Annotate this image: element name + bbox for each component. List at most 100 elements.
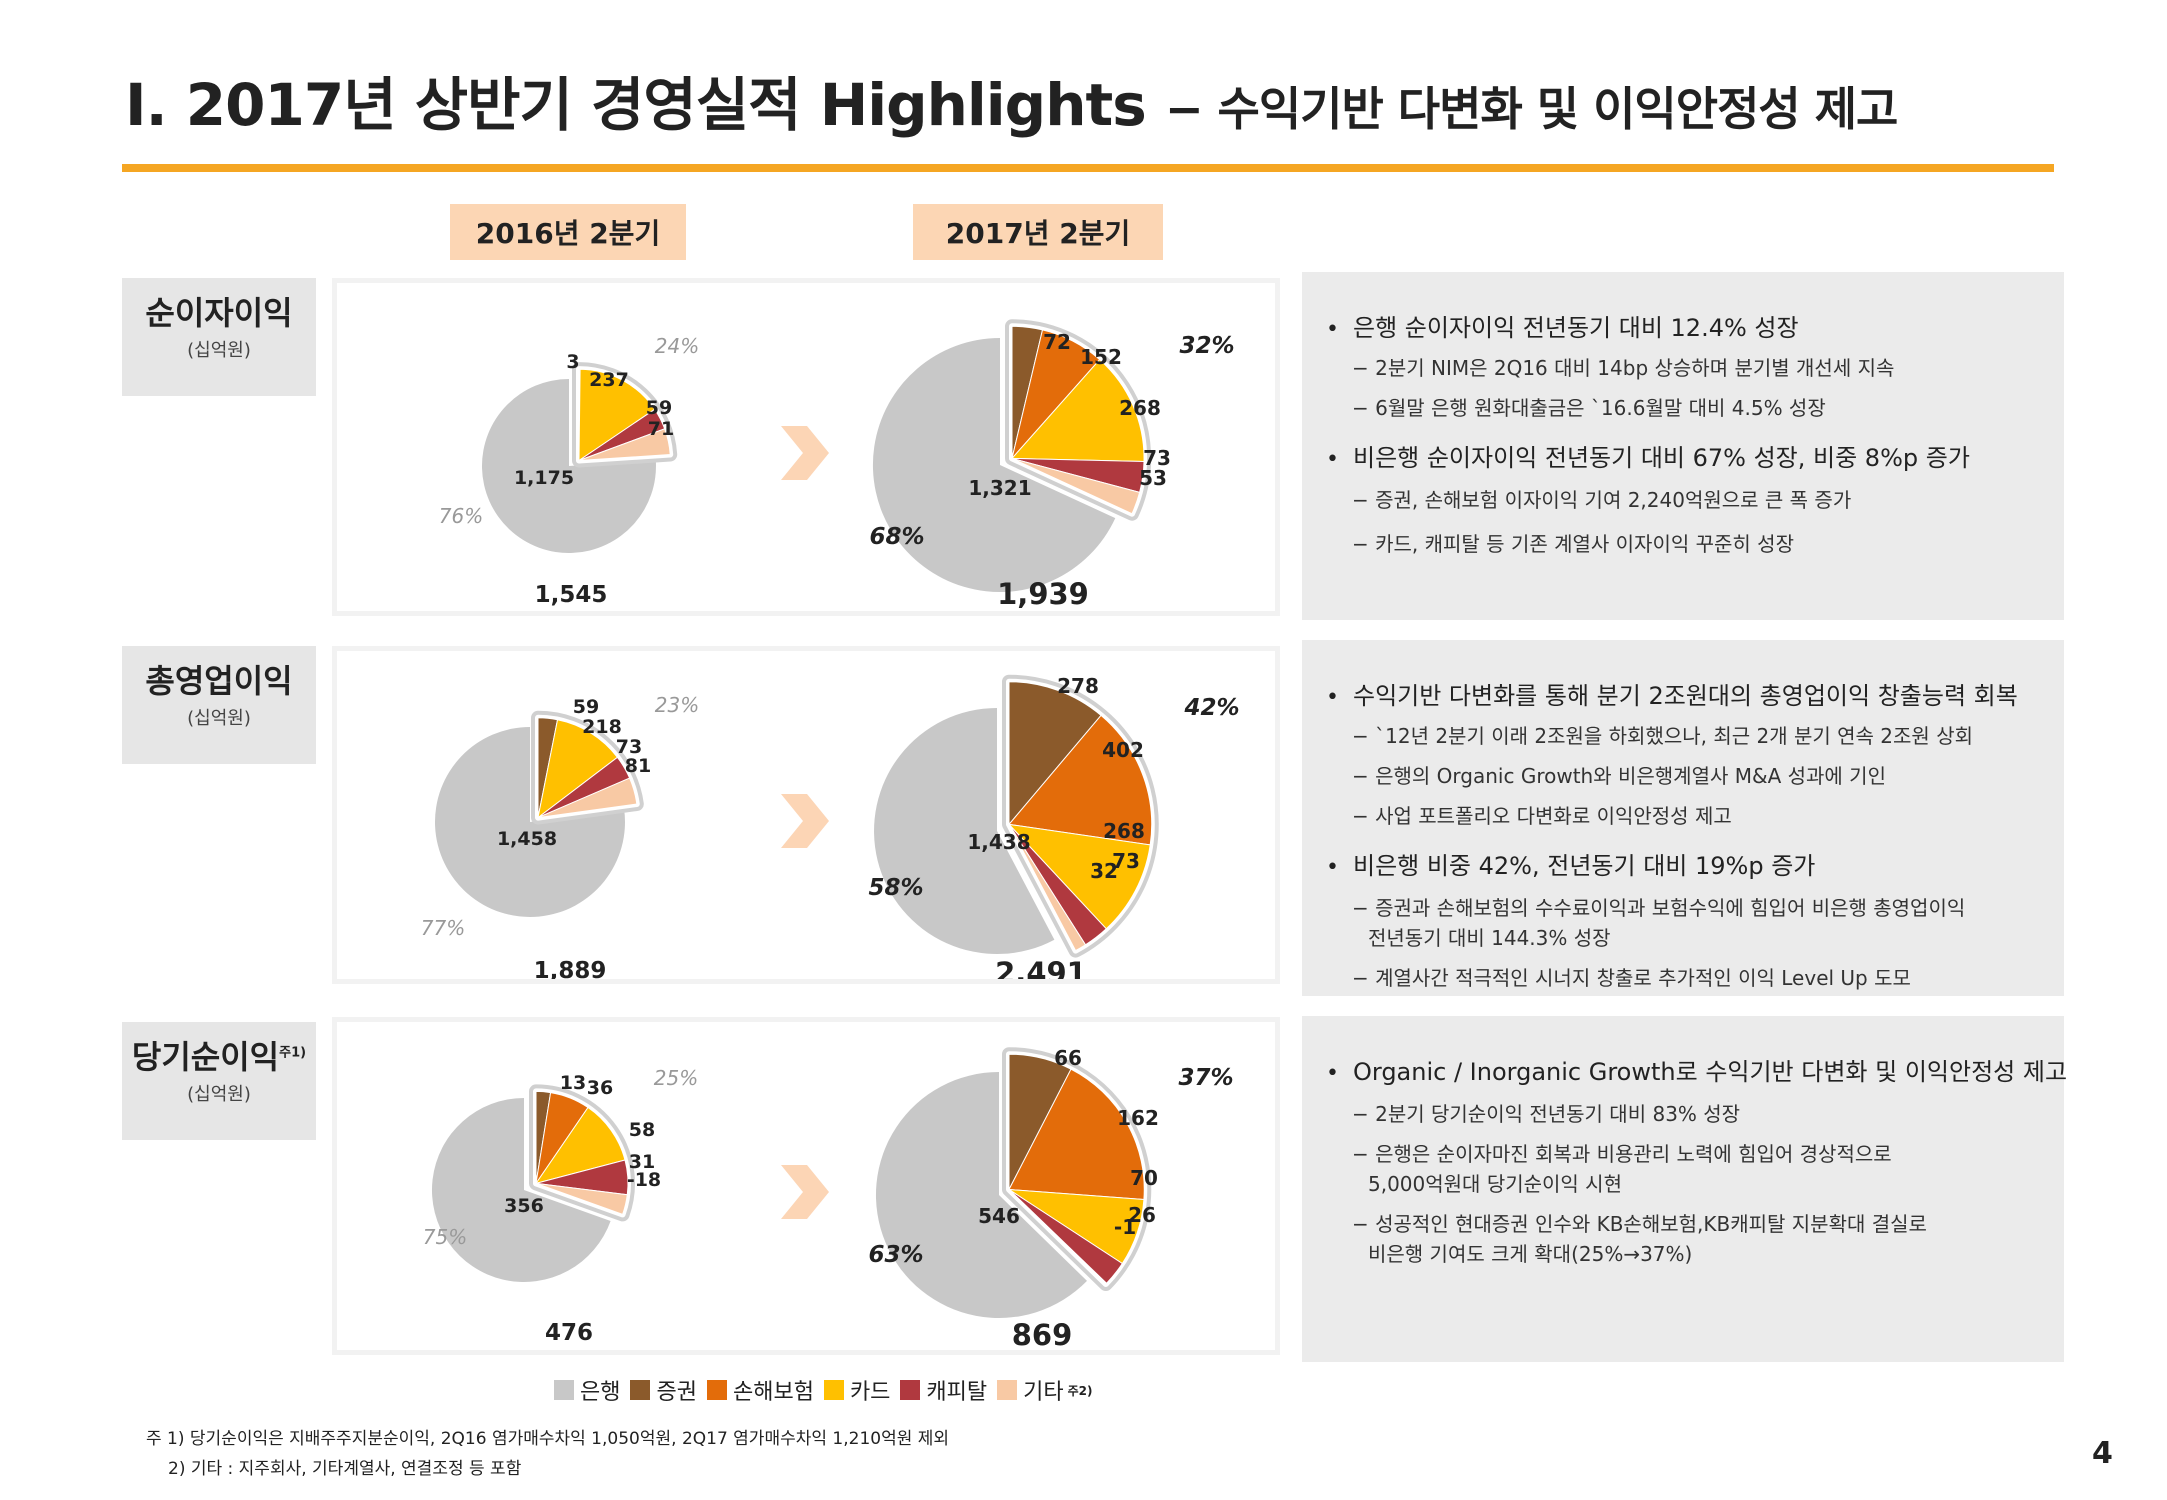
pie-slice-손해보험 xyxy=(1008,714,1153,846)
bullet-subitem: − 카드, 캐피탈 등 기존 계열사 이자이익 꾸준히 성장 xyxy=(1352,532,1794,556)
page-number: 4 xyxy=(2092,1436,2113,1471)
pie-slice-기타 xyxy=(578,428,671,461)
data-label-캐피탈: 59 xyxy=(646,397,672,419)
pie-chart-pair-net-income: 356 13 36 58 31-18 476 75% 25% 546 66 162 70 26-1 869… xyxy=(337,1022,1275,1350)
data-label-기타: 71 xyxy=(648,418,674,440)
data-label-기타: 81 xyxy=(625,755,651,777)
data-label-기타: -18 xyxy=(627,1169,661,1191)
pie-slice-은행 xyxy=(875,1072,1087,1318)
bullet-subitem: − `12년 2분기 이래 2조원을 하회했으나, 최근 2개 분기 연속 2조… xyxy=(1352,724,1973,748)
legend-swatch xyxy=(554,1380,574,1400)
arrow-right-icon xyxy=(781,1165,829,1219)
legend-swatch xyxy=(900,1380,921,1400)
bullet-subitem: − 증권, 손해보험 이자이익 기여 2,240억원으로 큰 폭 증가 xyxy=(1352,488,1852,512)
data-label-기타: -1 xyxy=(1114,1215,1136,1239)
data-label-기타: 32 xyxy=(1090,859,1118,883)
data-label-증권: 278 xyxy=(1057,674,1099,698)
bullet-subitem: − 2분기 NIM은 2Q16 대비 14bp 상승하며 분기별 개선세 지속 xyxy=(1352,356,1895,380)
pie-slice-카드 xyxy=(534,1106,626,1185)
bullet-heading: • 은행 순이자이익 전년동기 대비 12.4% 성장 xyxy=(1326,308,1799,343)
title-sub: − 수익기반 다변화 및 이익안정성 제고 xyxy=(1164,82,1898,136)
bullet-heading-text: 은행 순이자이익 전년동기 대비 12.4% 성장 xyxy=(1352,314,1799,342)
pie-chart-pair-gross-operating-income: 1,4585921873811,88977%23%1,4382784022687… xyxy=(337,651,1275,979)
data-label-증권: 13 xyxy=(560,1072,586,1094)
legend-label: 증권 xyxy=(656,1380,697,1405)
data-label-은행: 356 xyxy=(504,1195,544,1217)
legend-swatch xyxy=(997,1380,1018,1400)
data-label-카드: 70 xyxy=(1130,1166,1158,1190)
bullet-dot-icon: • xyxy=(1326,1061,1339,1086)
arrow-right-icon xyxy=(781,426,829,480)
bullet-subitem: 비은행 기여도 크게 확대(25%→37%) xyxy=(1368,1242,1693,1266)
bullet-subitem: − 2분기 당기순이익 전년동기 대비 83% 성장 xyxy=(1352,1102,1741,1126)
total-value: 476 xyxy=(545,1320,593,1346)
bullet-subitem: − 증권과 손해보험의 수수료이익과 보험수익에 힘입어 비은행 총영업이익 xyxy=(1352,896,1966,920)
footnote-2: 2) 기타 : 지주회사, 기타계열사, 연결조정 등 포함 xyxy=(168,1459,522,1479)
bullet-panel-net-interest-income: • 은행 순이자이익 전년동기 대비 12.4% 성장 − 2분기 NIM은 2Q1… xyxy=(1302,272,2064,620)
bullet-heading: • 수익기반 다변화를 통해 분기 2조원대의 총영업이익 창출능력 회복 xyxy=(1326,676,2018,711)
pie-slice-카드 xyxy=(1007,823,1151,930)
legend-label: 캐피탈 xyxy=(926,1380,988,1405)
legend-item: 기타 주2) xyxy=(997,1374,1093,1406)
legend-note: 주2) xyxy=(1067,1383,1093,1398)
legend-item: 캐피탈 xyxy=(900,1374,987,1406)
legend-swatch xyxy=(823,1380,844,1400)
column-header-2016: 2016년 2분기 xyxy=(450,204,686,260)
chart-panel-gross-operating-income: 1,458 59 218 73 81 1,889 77% 23% 1,438 278 402 268 7… xyxy=(332,646,1280,984)
bullet-subitem: 5,000억원대 당기순이익 시현 xyxy=(1368,1172,1622,1196)
pie-slice-기타 xyxy=(537,777,638,819)
nonbank-share-percent: 32% xyxy=(1179,333,1234,359)
pie-slice-기타 xyxy=(1008,824,1087,952)
bullet-subitem: − 계열사간 적극적인 시너지 창출로 추가적인 이익 Level Up 도모 xyxy=(1352,966,1911,990)
pie-slice-기타 xyxy=(1008,1189,1108,1285)
row-label-unit: (십억원) xyxy=(187,708,251,729)
nonbank-share-percent: 42% xyxy=(1183,695,1239,721)
legend-label: 손해보험 xyxy=(732,1380,814,1405)
pie-slice-카드 xyxy=(537,719,619,819)
bank-share-percent: 58% xyxy=(868,875,923,901)
nonbank-share-percent: 25% xyxy=(654,1066,698,1090)
data-label-증권: 3 xyxy=(566,351,579,373)
data-label-증권: 66 xyxy=(1054,1046,1082,1070)
pie-slice-은행 xyxy=(872,338,1116,592)
data-label-캐피탈: 73 xyxy=(616,736,642,758)
bank-share-percent: 75% xyxy=(423,1225,467,1249)
pie-slice-카드 xyxy=(1010,358,1145,463)
data-label-카드: 58 xyxy=(629,1119,655,1141)
total-value: 2,491 xyxy=(995,956,1087,979)
legend-item: 손해보험 xyxy=(706,1374,814,1406)
row-label-note: 주1) xyxy=(279,1045,307,1061)
data-label-손해보험: 36 xyxy=(587,1077,613,1099)
bullet-dot-icon: • xyxy=(1326,447,1339,472)
bullet-heading-text: Organic / Inorganic Growth로 수익기반 다변화 및 이… xyxy=(1352,1058,2068,1086)
title-underline xyxy=(122,164,2054,172)
data-label-카드: 218 xyxy=(582,716,622,738)
bullet-subitem: − 성공적인 현대증권 인수와 KB손해보험,KB캐피탈 지분확대 결실로 xyxy=(1352,1212,1927,1236)
arrow-right-icon xyxy=(781,794,829,848)
total-value: 1,889 xyxy=(534,958,607,979)
bullet-subitem: − 은행은 순이자마진 회복과 비용관리 노력에 힘입어 경상적으로 xyxy=(1352,1142,1892,1166)
row-label-title: 당기순이익 xyxy=(131,1038,280,1076)
data-label-캐피탈: 31 xyxy=(629,1151,655,1173)
row-label-net-income: 당기순이익주1) (십억원) xyxy=(122,1022,316,1140)
data-label-은행: 1,175 xyxy=(514,467,574,489)
nonbank-share-percent: 24% xyxy=(655,334,699,358)
data-label-은행: 1,321 xyxy=(968,476,1031,500)
data-label-캐피탈: 26 xyxy=(1128,1203,1156,1227)
data-label-기타: 53 xyxy=(1139,466,1167,490)
page-title: Ⅰ. 2017년 상반기 경영실적 Highlights − 수익기반 다변화 … xyxy=(125,58,1898,142)
data-label-캐피탈: 73 xyxy=(1112,849,1140,873)
row-label-title: 총영업이익 xyxy=(145,662,293,700)
data-label-손해보험: 402 xyxy=(1102,738,1144,762)
legend-item: 카드 xyxy=(823,1374,890,1406)
data-label-캐피탈: 73 xyxy=(1143,446,1171,470)
nonbank-share-percent: 23% xyxy=(655,693,699,717)
legend-swatch xyxy=(706,1380,727,1400)
bank-share-percent: 68% xyxy=(869,524,924,550)
data-label-손해보험: 162 xyxy=(1117,1106,1159,1130)
legend-item: 증권 xyxy=(630,1374,697,1406)
legend-item: 은행 xyxy=(554,1374,620,1406)
bullet-dot-icon: • xyxy=(1326,855,1339,880)
row-label-unit: (십억원) xyxy=(187,1084,251,1105)
